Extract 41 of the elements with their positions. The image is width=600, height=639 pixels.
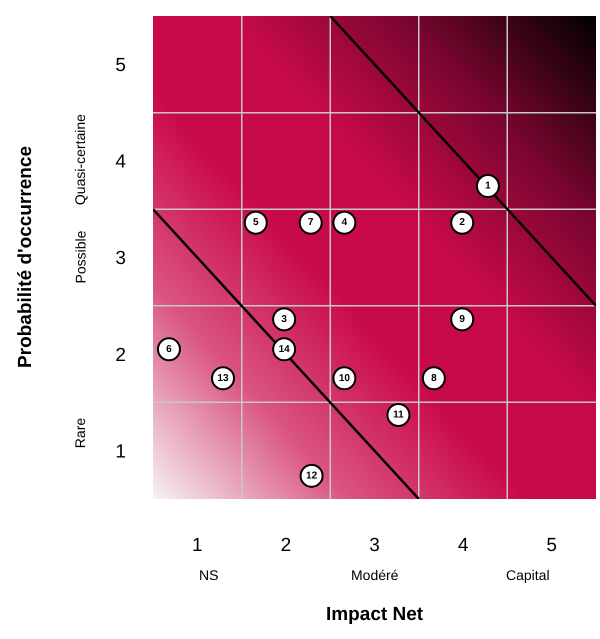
series-label: 13 <box>217 372 229 384</box>
series-label: 4 <box>342 217 348 228</box>
x-tick-label: 3 <box>369 535 380 556</box>
x-tick-label: 4 <box>458 535 469 556</box>
point <box>272 307 296 332</box>
text: Modéré <box>351 567 399 583</box>
series-label: 8 <box>431 372 438 384</box>
series-label: 7 <box>308 217 314 228</box>
y-tick-label: 1 <box>115 441 126 462</box>
series-label: 5 <box>253 217 259 228</box>
series-label: 14 <box>278 344 290 355</box>
text: Quasi-certaine <box>72 114 88 206</box>
x-axis-title: Impact Net <box>326 604 424 625</box>
x-tick-label: 5 <box>546 535 557 556</box>
series-label: 11 <box>393 409 404 420</box>
series-label: 10 <box>338 372 350 384</box>
series-label: 3 <box>281 314 288 325</box>
text: Possible <box>72 230 88 284</box>
point <box>476 174 500 198</box>
y-tick-label: 4 <box>115 152 126 173</box>
text: Rare <box>72 418 88 448</box>
point <box>450 307 474 332</box>
point <box>244 210 268 235</box>
series-label: 1 <box>485 180 492 192</box>
y-axis-title: Probabilité d'occurrence <box>15 146 36 368</box>
point <box>422 366 446 390</box>
point <box>332 210 356 235</box>
series-label: 9 <box>459 314 466 325</box>
point <box>298 210 323 235</box>
y-tick-label: 5 <box>115 54 126 76</box>
series-label: 2 <box>459 217 466 228</box>
y-tick-label: 3 <box>115 248 126 270</box>
series-label: 12 <box>306 470 318 482</box>
text: Capital <box>506 567 550 583</box>
series-label: 6 <box>166 344 172 355</box>
point <box>450 210 474 235</box>
x-tick-label: 1 <box>192 535 203 556</box>
x-tick-label: 2 <box>280 535 292 556</box>
point <box>156 337 181 362</box>
text: NS <box>199 567 218 583</box>
y-tick-label: 2 <box>115 344 126 366</box>
